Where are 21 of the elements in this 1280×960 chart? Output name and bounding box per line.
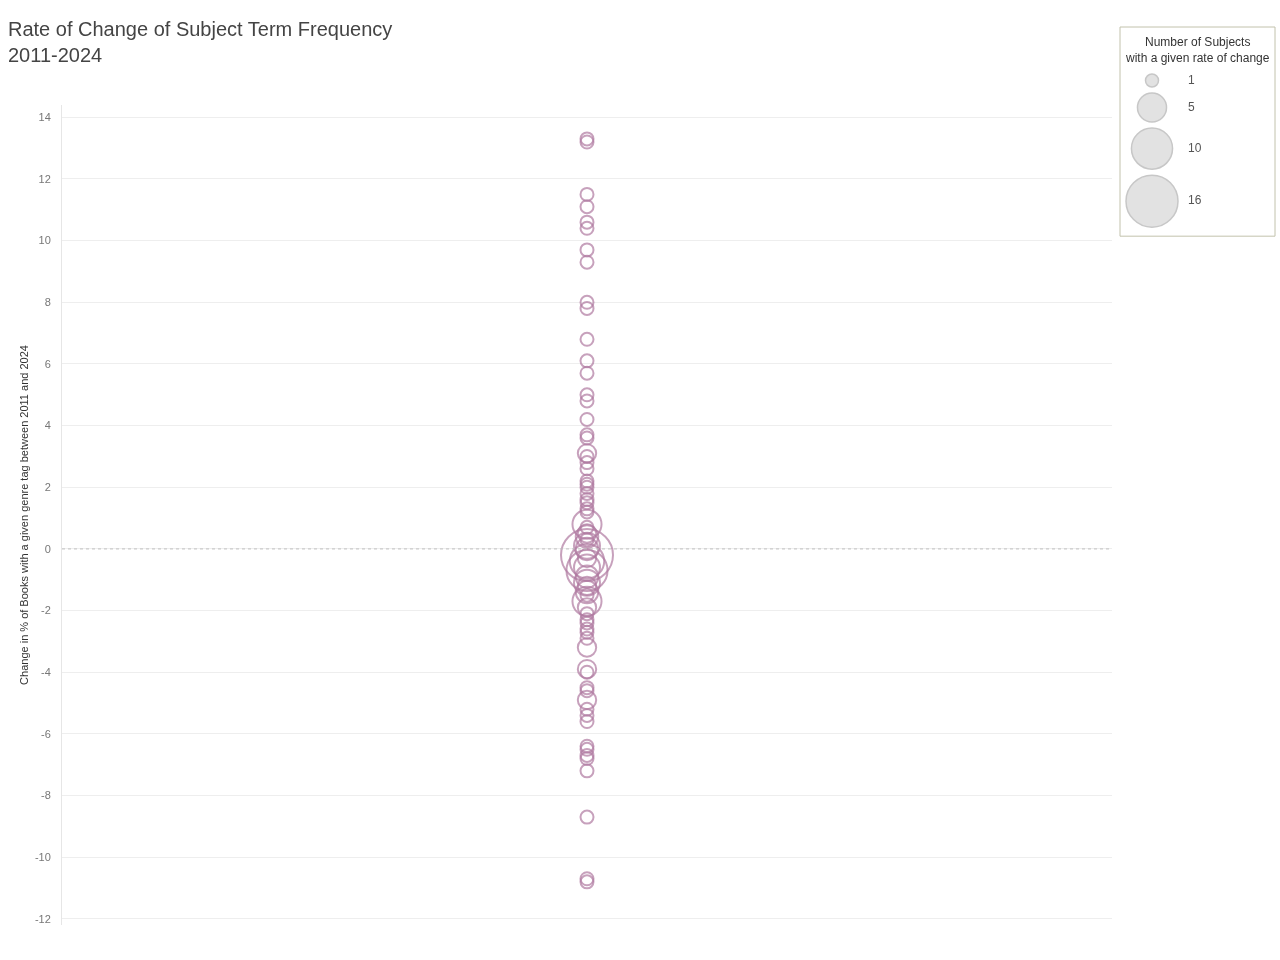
y-axis-title: Change in % of Books with a given genre tag between 2011 and 2024: [17, 345, 30, 685]
y-tick-label: 8: [44, 296, 51, 309]
y-tick-label: 6: [44, 357, 51, 370]
legend-label: 5: [1188, 99, 1195, 114]
y-tick-label: 4: [44, 419, 51, 432]
y-tick-label: -10: [34, 851, 51, 864]
y-tick-label: -6: [41, 727, 51, 740]
legend-label: 10: [1188, 140, 1202, 155]
y-tick-label: 12: [38, 172, 51, 185]
y-tick-label: 10: [38, 234, 51, 247]
y-tick-label: -8: [41, 789, 51, 802]
y-tick-label: 2: [44, 481, 51, 494]
chart-title: Rate of Change of Subject Term Frequency 2011-2024: [8, 18, 393, 66]
legend-label: 1: [1188, 72, 1195, 87]
legend-label: 16: [1188, 193, 1202, 208]
y-tick-label: -12: [34, 912, 51, 925]
y-tick-label: -2: [41, 604, 51, 617]
y-tick-label: -4: [41, 666, 51, 679]
y-tick-label: 14: [38, 111, 51, 124]
y-tick-label: 0: [44, 542, 51, 555]
legend-title: Number of Subjects with a given rate of change: [1125, 35, 1270, 65]
